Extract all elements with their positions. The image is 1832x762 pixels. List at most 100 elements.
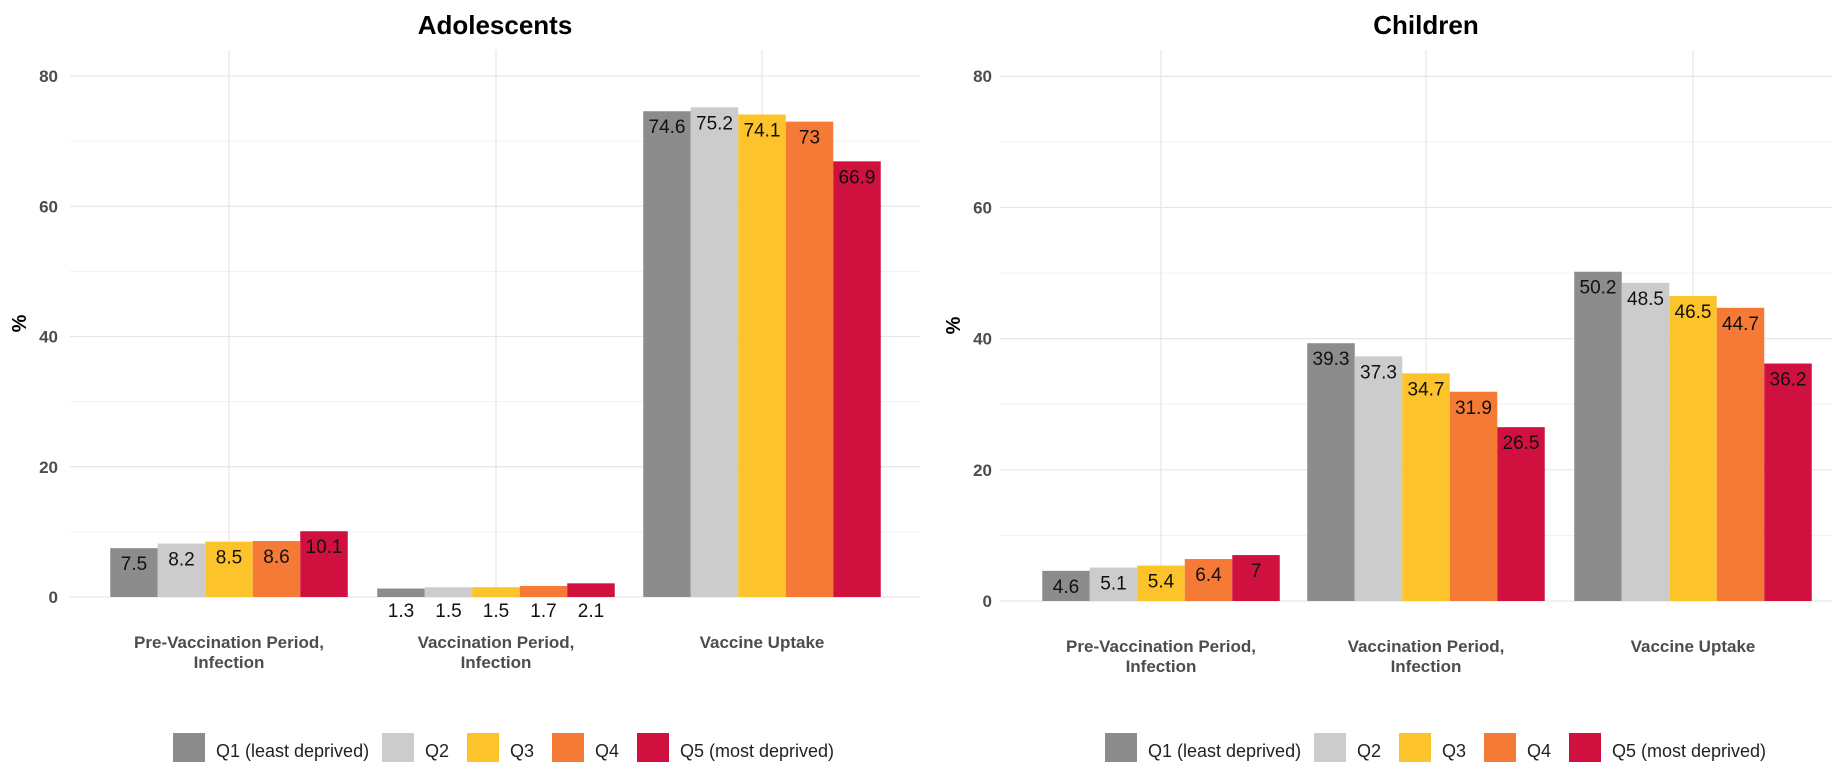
y-tick-label: 20 xyxy=(973,461,992,480)
panel-adolescents: Adolescents 0 20 40 60 80% 7.5 8.2 8.5 8.6 10.1 Pre… xyxy=(9,10,920,672)
legend-swatch xyxy=(1399,733,1431,762)
x-tick-label: Pre-Vaccination Period, xyxy=(1066,637,1256,656)
y-axis-label: % xyxy=(9,314,31,332)
data-label: 5.4 xyxy=(1148,572,1175,593)
legend-label: Q3 xyxy=(1442,741,1466,761)
bar xyxy=(205,541,253,597)
y-axis-label: % xyxy=(943,316,965,334)
y-tick-label: 40 xyxy=(39,328,58,347)
data-label: 74.6 xyxy=(649,117,686,138)
data-label: 2.1 xyxy=(578,601,604,622)
legend-label: Q2 xyxy=(425,741,449,761)
legend-swatch xyxy=(637,733,669,762)
x-tick-label: Vaccination Period, xyxy=(418,633,575,652)
y-tick-label: 60 xyxy=(973,198,992,217)
bar xyxy=(1137,565,1185,601)
bar xyxy=(1042,570,1090,601)
data-label: 48.5 xyxy=(1627,289,1664,310)
data-label: 26.5 xyxy=(1503,433,1540,454)
bar xyxy=(1449,391,1498,601)
y-tick-label: 80 xyxy=(973,67,992,86)
legend-label: Q4 xyxy=(595,741,619,761)
y-tick-label: 0 xyxy=(49,588,58,607)
legend-swatch xyxy=(467,733,499,762)
data-label: 5.1 xyxy=(1100,574,1126,595)
data-label: 4.6 xyxy=(1053,577,1079,598)
legend-label: Q1 (least deprived) xyxy=(1148,741,1301,761)
legend-label: Q2 xyxy=(1357,741,1381,761)
legend-swatch xyxy=(173,733,205,762)
data-label: 75.2 xyxy=(696,113,733,134)
y-tick-label: 60 xyxy=(39,197,58,216)
legend-label: Q5 (most deprived) xyxy=(1612,741,1766,761)
bar xyxy=(833,161,881,597)
data-label: 31.9 xyxy=(1455,398,1492,419)
data-label: 7 xyxy=(1251,561,1262,582)
bar xyxy=(1184,559,1233,601)
bar xyxy=(300,531,348,597)
bar xyxy=(157,543,206,597)
y-tick-label: 80 xyxy=(39,67,58,86)
bar xyxy=(1621,282,1670,601)
bar xyxy=(1354,356,1403,601)
bar xyxy=(1716,307,1765,601)
legend-label: Q3 xyxy=(510,741,534,761)
bar xyxy=(1089,567,1138,601)
bar xyxy=(424,587,473,597)
data-label: 50.2 xyxy=(1580,278,1617,299)
legend-label: Q1 (least deprived) xyxy=(216,741,369,761)
bar xyxy=(377,588,425,597)
data-label: 37.3 xyxy=(1360,362,1397,383)
bar xyxy=(472,587,520,597)
bar xyxy=(785,121,834,597)
data-label: 39.3 xyxy=(1313,349,1350,370)
data-label: 1.5 xyxy=(435,601,461,622)
legend-swatch xyxy=(1105,733,1137,762)
data-label: 34.7 xyxy=(1408,379,1445,400)
data-label: 6.4 xyxy=(1195,565,1222,586)
bar xyxy=(1764,363,1812,601)
bar xyxy=(1669,295,1717,601)
bar xyxy=(252,540,301,597)
legend-label: Q5 (most deprived) xyxy=(680,741,834,761)
data-label: 1.5 xyxy=(483,601,509,622)
x-tick-label: Vaccine Uptake xyxy=(700,633,825,652)
x-tick-label: Infection xyxy=(1126,657,1197,676)
data-label: 10.1 xyxy=(306,537,343,558)
bar xyxy=(110,548,158,597)
data-label: 36.2 xyxy=(1770,370,1807,391)
bar xyxy=(519,585,568,597)
legend-swatch xyxy=(1314,733,1346,762)
y-tick-label: 20 xyxy=(39,458,58,477)
y-tick-label: 40 xyxy=(973,330,992,349)
x-tick-label: Vaccination Period, xyxy=(1348,637,1505,656)
x-tick-label: Pre-Vaccination Period, xyxy=(134,633,324,652)
data-label: 8.2 xyxy=(168,550,194,571)
legend-label: Q4 xyxy=(1527,741,1551,761)
bar xyxy=(1307,343,1355,601)
x-tick-label: Vaccine Uptake xyxy=(1631,637,1756,656)
bar xyxy=(643,111,691,597)
x-tick-label: Infection xyxy=(194,653,265,672)
data-label: 44.7 xyxy=(1722,314,1759,335)
legend-swatch xyxy=(382,733,414,762)
data-label: 8.6 xyxy=(263,547,289,568)
data-label: 8.5 xyxy=(216,548,242,569)
data-label: 7.5 xyxy=(121,554,147,575)
bar xyxy=(738,114,786,597)
data-label: 66.9 xyxy=(839,167,876,188)
x-tick-label: Infection xyxy=(461,653,532,672)
data-label: 73 xyxy=(799,128,820,149)
legend-swatch xyxy=(1569,733,1601,762)
legend-children: Q1 (least deprived) Q2 Q3 Q4 Q5 (most depriv… xyxy=(1105,733,1766,762)
legend-swatch xyxy=(552,733,584,762)
panel-children: Children 0 20 40 60 80% 4.6 5.1 5.4 6.4 7 Pre-Vacci… xyxy=(943,10,1832,676)
bar xyxy=(1402,373,1450,601)
bar xyxy=(1574,271,1622,601)
legend-swatch xyxy=(1484,733,1516,762)
chart-title: Children xyxy=(1373,10,1478,40)
y-tick-label: 0 xyxy=(983,592,992,611)
data-label: 1.7 xyxy=(530,601,556,622)
bar xyxy=(567,583,615,597)
